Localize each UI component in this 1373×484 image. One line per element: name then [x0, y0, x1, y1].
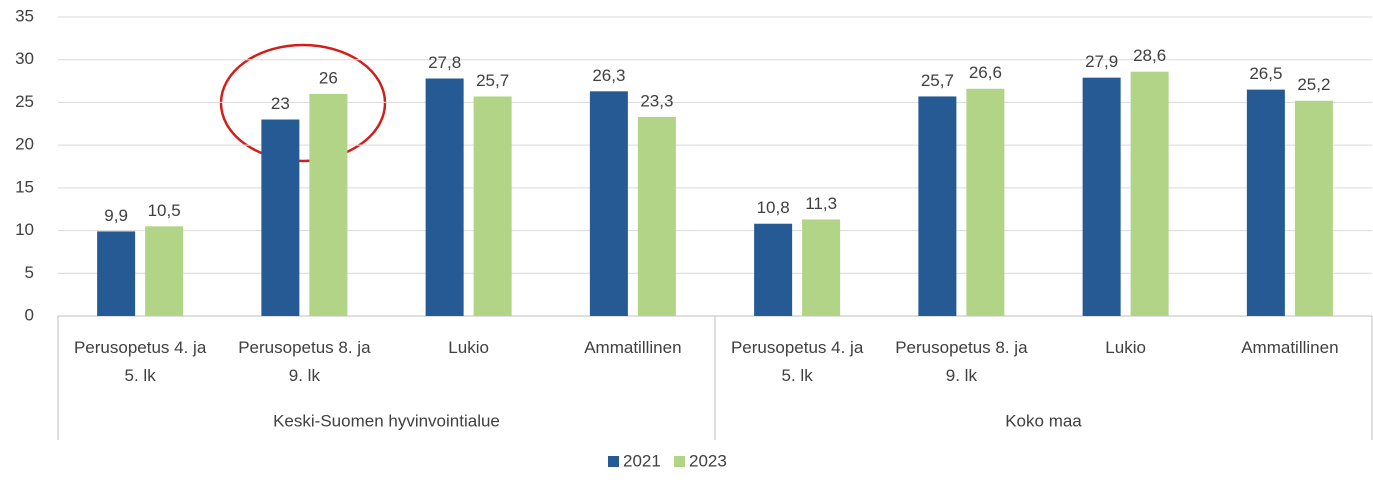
- bar: [1294, 100, 1333, 316]
- data-label: 26,6: [969, 63, 1002, 82]
- data-label: 11,3: [805, 194, 837, 213]
- data-label: 26,3: [592, 66, 625, 85]
- bar: [918, 96, 957, 316]
- x-tick-label: Perusopetus 4. ja 5. lk: [73, 338, 207, 385]
- legend-swatch: [608, 456, 619, 467]
- data-label: 23,3: [640, 91, 673, 110]
- data-label: 27,9: [1085, 52, 1118, 71]
- group-label: Koko maa: [1005, 411, 1082, 430]
- bar: [1082, 77, 1121, 316]
- bar: [1130, 71, 1169, 316]
- bar: [97, 231, 136, 316]
- x-tick-label: Perusopetus 8. ja 9. lk: [238, 338, 371, 385]
- x-tick-label: Ammatillinen: [584, 338, 682, 357]
- x-tick-text: Perusopetus 8. ja 9. lk: [238, 338, 371, 385]
- y-tick-label: 15: [15, 177, 34, 196]
- y-tick-label: 25: [15, 92, 34, 111]
- bar: [589, 91, 628, 316]
- bar: [1246, 89, 1285, 316]
- x-tick-label: Lukio: [448, 338, 489, 357]
- x-tick-label: Perusopetus 8. ja 9. lk: [895, 338, 1028, 385]
- y-tick-label: 30: [15, 49, 34, 68]
- bar: [637, 116, 676, 316]
- legend-label: 2021: [623, 451, 661, 470]
- bar: [145, 226, 184, 316]
- y-tick-label: 10: [15, 220, 34, 239]
- data-label: 28,6: [1133, 46, 1166, 65]
- x-tick-text: Ammatillinen: [1241, 338, 1339, 357]
- data-label: 25,2: [1297, 75, 1330, 94]
- bar: [966, 88, 1005, 316]
- data-label: 25,7: [921, 71, 954, 90]
- legend-swatch: [674, 456, 685, 467]
- data-label: 10,5: [148, 201, 181, 220]
- x-tick-text: Lukio: [448, 338, 489, 357]
- data-label: 23: [271, 94, 290, 113]
- y-tick-label: 20: [15, 135, 34, 154]
- group-label: Keski-Suomen hyvinvointialue: [273, 411, 500, 430]
- data-label: 9,9: [104, 206, 128, 225]
- bar: [261, 119, 300, 316]
- data-label: 27,8: [428, 53, 461, 72]
- x-tick-text: Perusopetus 4. ja 5. lk: [730, 338, 864, 385]
- x-tick-label: Ammatillinen: [1241, 338, 1339, 357]
- legend-label: 2023: [689, 451, 727, 470]
- data-label: 25,7: [476, 71, 509, 90]
- bar: [309, 93, 348, 316]
- x-tick-label: Perusopetus 4. ja 5. lk: [730, 338, 864, 385]
- bar: [473, 96, 512, 316]
- y-tick-label: 35: [15, 6, 34, 25]
- data-label: 26,5: [1249, 64, 1282, 83]
- x-tick-text: Ammatillinen: [584, 338, 682, 357]
- x-tick-label: Lukio: [1105, 338, 1146, 357]
- x-tick-text: Perusopetus 4. ja 5. lk: [73, 338, 207, 385]
- data-label: 26: [319, 68, 338, 87]
- bar: [754, 223, 793, 316]
- x-tick-text: Lukio: [1105, 338, 1146, 357]
- bar: [425, 78, 464, 316]
- x-tick-text: Perusopetus 8. ja 9. lk: [895, 338, 1028, 385]
- bar: [802, 219, 841, 316]
- highlight-circle: [219, 43, 387, 163]
- y-tick-label: 5: [25, 263, 34, 282]
- y-tick-label: 0: [25, 305, 34, 324]
- data-label: 10,8: [757, 198, 790, 217]
